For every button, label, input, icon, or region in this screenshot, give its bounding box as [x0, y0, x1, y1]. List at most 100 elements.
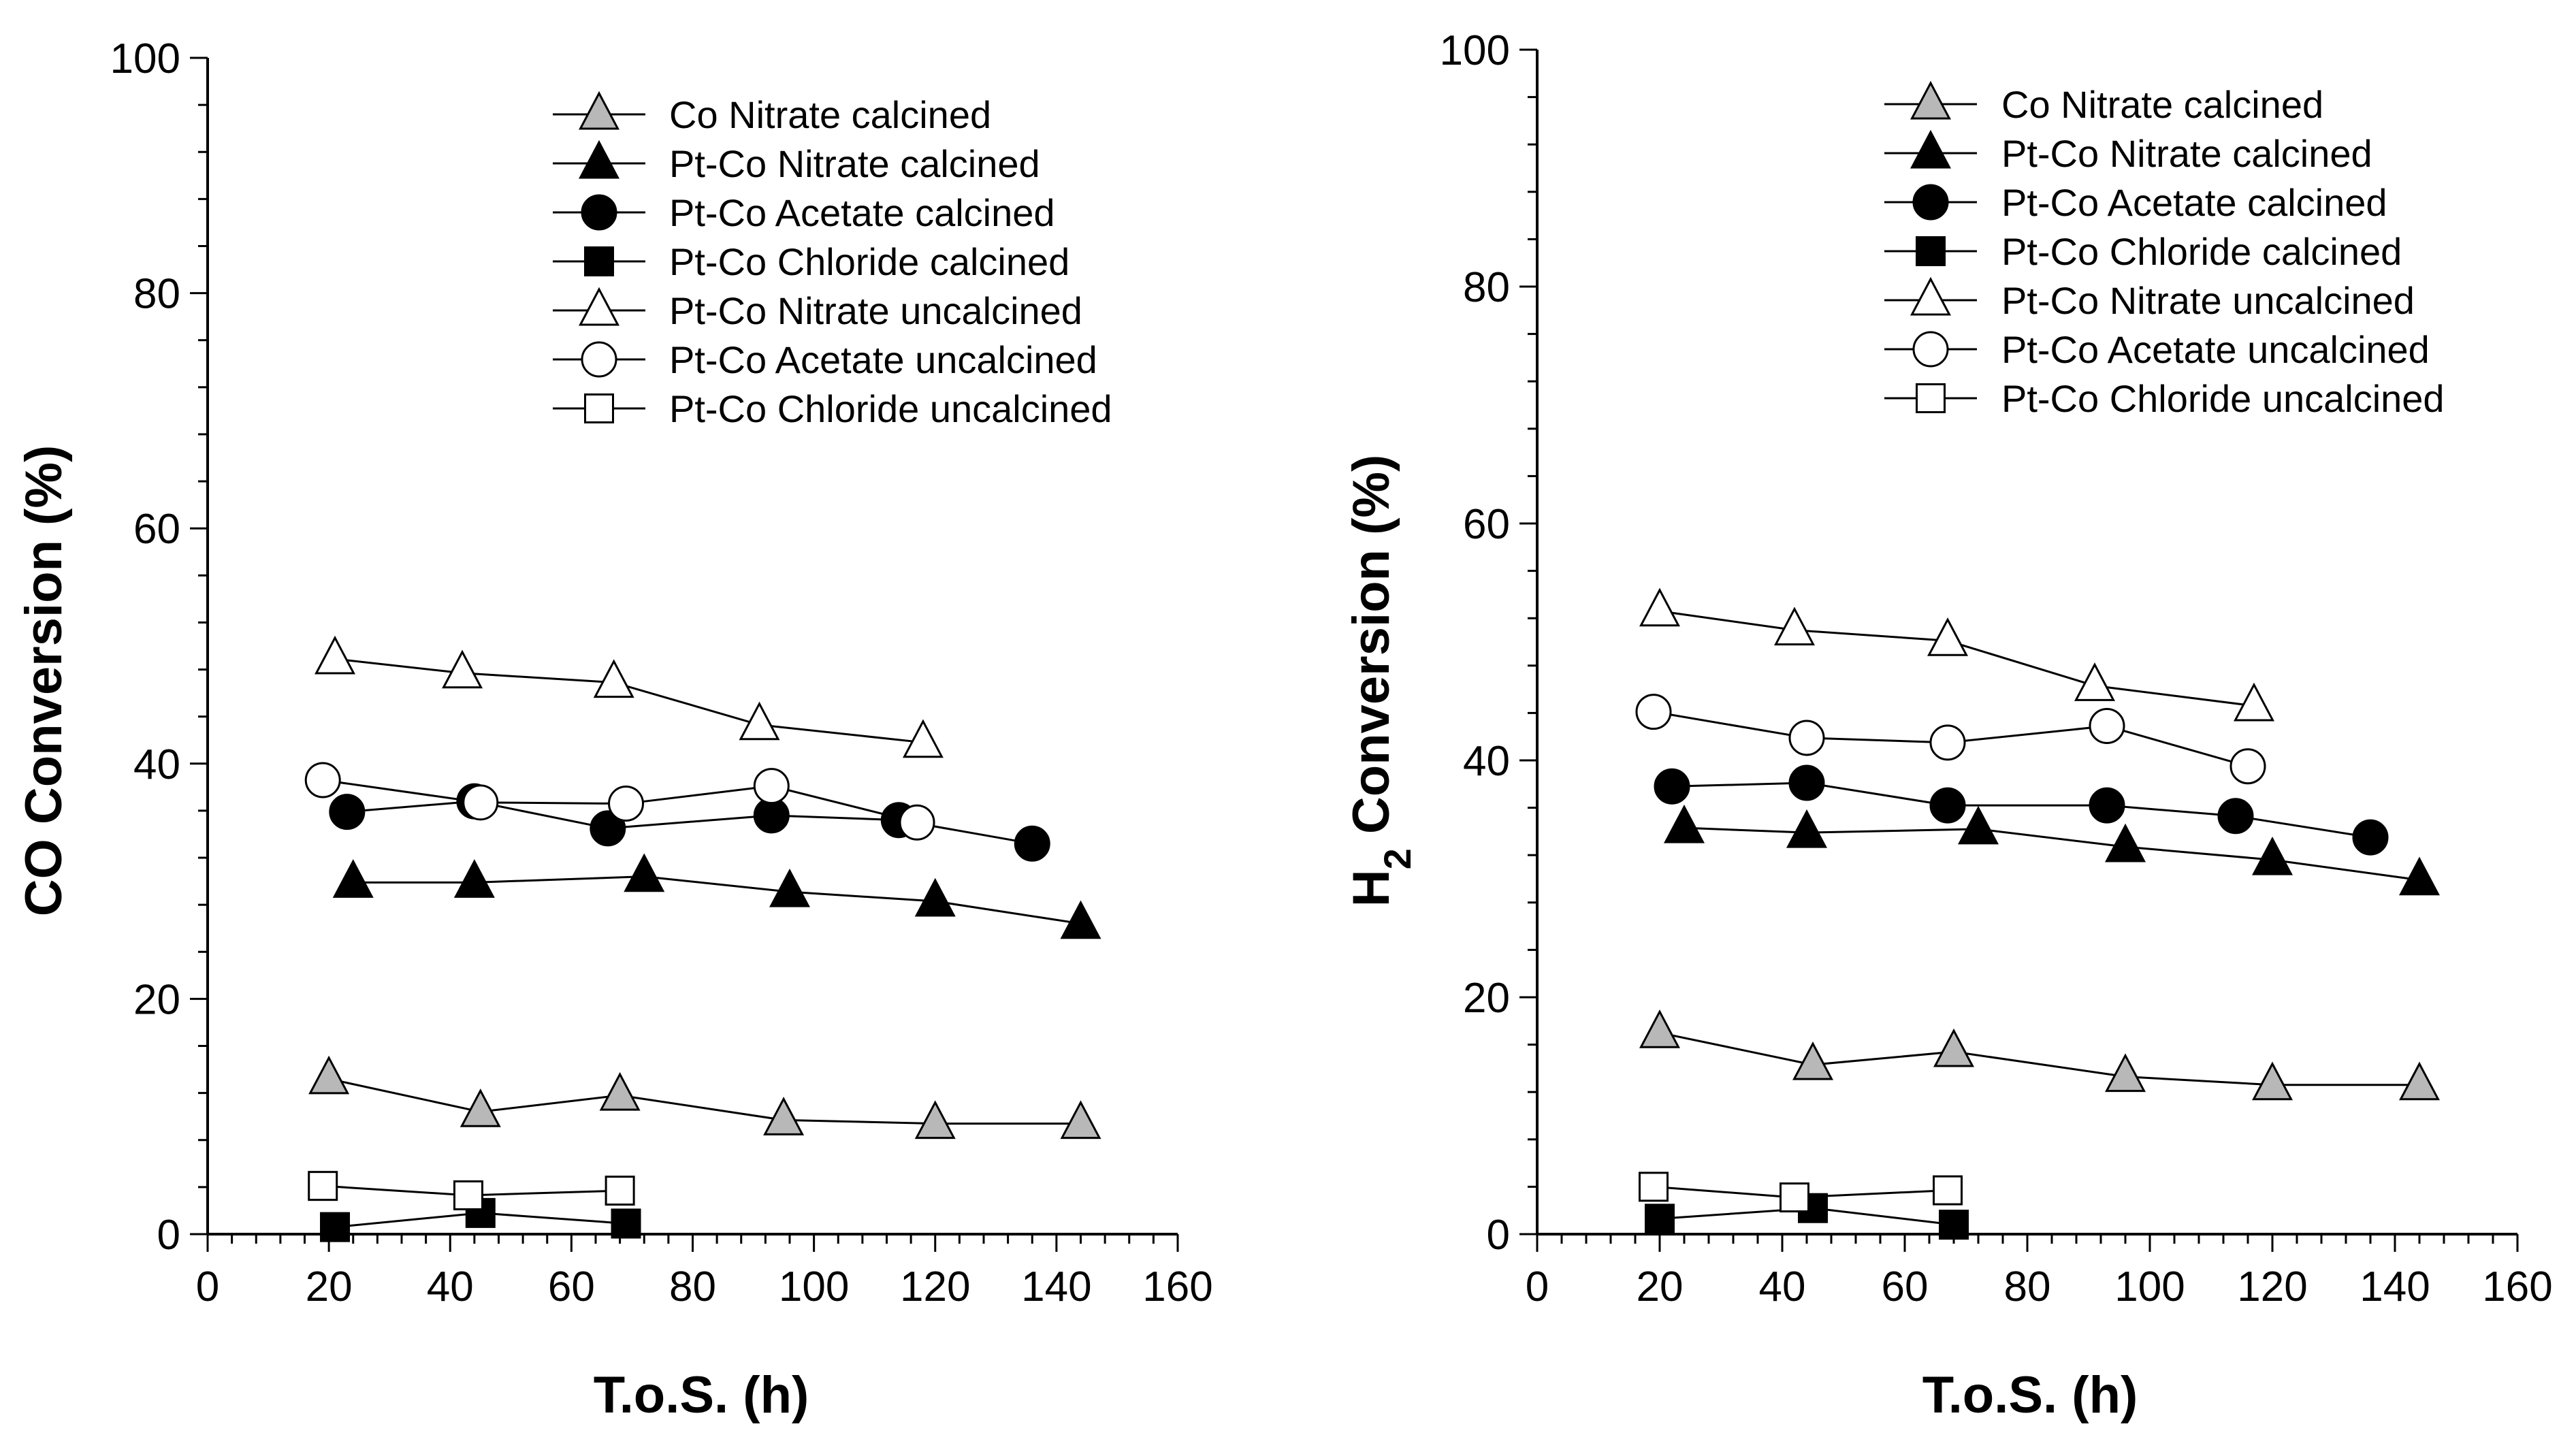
co-series-2-point	[590, 810, 626, 847]
co-legend-label: Co Nitrate calcined	[669, 93, 991, 136]
h2-x-tick-label: 20	[1637, 1263, 1684, 1310]
co-legend-marker	[579, 140, 619, 179]
co-x-tick-label: 0	[196, 1263, 219, 1310]
h2-legend-label: Pt-Co Acetate uncalcined	[2001, 328, 2430, 371]
co-x-axis-title: T.o.S. (h)	[594, 1366, 809, 1424]
co-series-4-point	[315, 635, 356, 675]
co-legend-label: Pt-Co Nitrate calcined	[669, 142, 1040, 185]
co-legend-marker	[579, 287, 619, 326]
co-legend-marker	[584, 393, 614, 423]
co-series-2-point	[329, 794, 366, 830]
co-data-marks	[304, 635, 1101, 1242]
h2-series-2-point	[1654, 768, 1690, 805]
co-series-1-point	[453, 859, 495, 898]
h2-y-axis-title-sub: 2	[1376, 848, 1419, 869]
h2-series-2-point	[1788, 764, 1825, 801]
co-y-tick-label: 100	[110, 35, 180, 82]
h2-series-2-point	[1929, 787, 1966, 824]
h2-x-tick-label: 140	[2360, 1263, 2430, 1310]
co-y-axis-title: CO Conversion (%)	[15, 445, 73, 917]
co-legend: Co Nitrate calcined Pt-Co Nitrate calcine…	[553, 91, 1112, 430]
co-x-tick-label: 60	[548, 1263, 595, 1310]
co-legend-marker	[581, 194, 617, 231]
co-series-5-point	[462, 784, 499, 821]
co-series-5-point	[899, 804, 935, 841]
co-series-6-point	[308, 1171, 338, 1201]
co-series-0-point	[914, 1100, 956, 1140]
co-series-4-point	[739, 701, 780, 741]
h2-series-1-point	[2252, 836, 2293, 875]
co-series-0-line	[328, 1078, 1081, 1125]
h2-series-5-point	[1929, 724, 1966, 761]
co-y-tick-label: 60	[133, 506, 180, 553]
h2-y-tick-label: 0	[1487, 1212, 1510, 1259]
h2-legend-marker	[1912, 331, 1949, 368]
h2-conversion-chart: 0 20 40 60 80 100 120 140 160 0 20 40 60 80 100 Co Nit…	[1342, 27, 2553, 1424]
h2-series-3-point	[1645, 1204, 1675, 1234]
co-y-tick-label: 0	[157, 1212, 180, 1259]
h2-series-4-point	[2234, 682, 2274, 722]
h2-y-axis-title: H2 Conversion (%)	[1342, 455, 1419, 907]
co-x-tick-label: 160	[1142, 1263, 1212, 1310]
h2-x-tick-label: 120	[2237, 1263, 2307, 1310]
h2-series-2-point	[2217, 798, 2254, 835]
h2-legend-marker	[1910, 129, 1951, 169]
h2-series-0-point	[2105, 1053, 2146, 1093]
co-series-5-point	[753, 768, 790, 805]
h2-series-1-line	[1684, 826, 2420, 882]
h2-y-tick-label: 80	[1463, 264, 1510, 311]
co-x-tick-label: 20	[306, 1263, 353, 1310]
h2-series-4-point	[2074, 662, 2115, 701]
h2-series-6-point	[1780, 1182, 1809, 1213]
co-series-1-point	[914, 877, 956, 917]
h2-series-4-point	[1774, 607, 1815, 646]
co-x-tick-label: 120	[900, 1263, 970, 1310]
co-y-tick-label: 80	[133, 271, 180, 318]
h2-data-marks	[1635, 587, 2440, 1240]
h2-series-0-point	[1792, 1041, 1833, 1080]
h2-x-axis-title: T.o.S. (h)	[1922, 1366, 2138, 1424]
h2-y-tick-label: 20	[1463, 975, 1510, 1022]
co-axes: 0 20 40 60 80 100 120 140 160 0 20 40 60 80 100	[110, 35, 1213, 1310]
h2-series-1-point	[2399, 856, 2440, 896]
h2-legend-marker	[1916, 236, 1946, 266]
h2-series-5-point	[1788, 720, 1825, 756]
co-x-tick-label: 80	[669, 1263, 716, 1310]
h2-legend-marker	[1910, 80, 1951, 120]
h2-y-tick-label: 100	[1440, 27, 1510, 74]
co-series-5-point	[608, 786, 645, 822]
co-series-1-point	[1060, 900, 1101, 939]
h2-series-0-point	[2399, 1061, 2440, 1101]
co-y-tick-label: 20	[133, 976, 180, 1023]
h2-x-tick-label: 60	[1882, 1263, 1929, 1310]
co-series-1-point	[769, 868, 810, 907]
co-legend-label: Pt-Co Chloride uncalcined	[669, 387, 1112, 430]
h2-legend-label: Pt-Co Chloride uncalcined	[2001, 377, 2445, 420]
co-series-1-point	[624, 853, 665, 892]
co-series-6-point	[453, 1180, 483, 1210]
co-series-0-point	[599, 1071, 641, 1111]
h2-series-1-point	[2105, 823, 2146, 862]
h2-series-4-point	[1927, 617, 1968, 656]
h2-legend-label: Pt-Co Acetate calcined	[2001, 181, 2387, 224]
h2-series-4-point	[1639, 587, 1680, 627]
h2-y-tick-label: 40	[1463, 738, 1510, 785]
h2-legend-label: Pt-Co Nitrate uncalcined	[2001, 279, 2415, 322]
co-legend-label: Pt-Co Chloride calcined	[669, 240, 1069, 283]
co-y-tick-label: 40	[133, 741, 180, 788]
co-series-1-line	[353, 875, 1081, 925]
h2-legend-label: Pt-Co Nitrate calcined	[2001, 132, 2372, 175]
co-series-4-point	[593, 659, 634, 698]
co-series-0-point	[460, 1088, 501, 1127]
co-x-tick-label: 100	[779, 1263, 849, 1310]
co-series-4-point	[442, 649, 483, 689]
co-series-1-point	[332, 859, 374, 898]
h2-y-tick-label: 60	[1463, 501, 1510, 548]
co-series-4-point	[902, 719, 944, 758]
h2-y-axis-title-main: H	[1342, 869, 1400, 907]
h2-axes: 0 20 40 60 80 100 120 140 160 0 20 40 60 80 100	[1440, 27, 2553, 1310]
co-series-5-point	[304, 762, 341, 798]
h2-legend-label: Co Nitrate calcined	[2001, 83, 2323, 126]
h2-series-6-point	[1639, 1172, 1669, 1202]
